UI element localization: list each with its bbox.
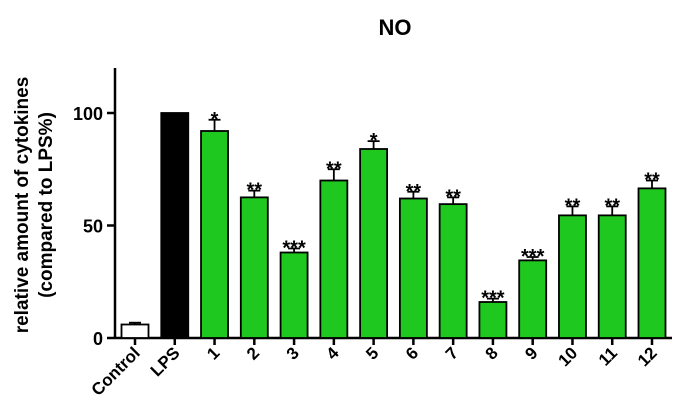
chart-title: NO bbox=[379, 15, 412, 40]
significance-label: ** bbox=[604, 195, 620, 217]
y-tick-label: 50 bbox=[83, 217, 103, 237]
x-tick-label: 4 bbox=[323, 343, 344, 364]
y-axis-label-line1: relative amount of cytokines bbox=[12, 77, 33, 334]
y-tick-label: 0 bbox=[93, 329, 103, 349]
x-tick-label: 12 bbox=[634, 343, 661, 370]
error-bars bbox=[129, 118, 658, 325]
bar-4 bbox=[319, 179, 349, 339]
bar-5 bbox=[359, 148, 389, 339]
significance-label: ** bbox=[445, 186, 461, 208]
bar-7 bbox=[438, 203, 468, 339]
bar-12 bbox=[637, 187, 667, 339]
y-tick-label: 100 bbox=[73, 104, 103, 124]
bar-10 bbox=[558, 214, 587, 339]
y-axis-label-line2: (compared to LPS%) bbox=[36, 112, 57, 298]
x-tick-label: Control bbox=[88, 343, 144, 399]
x-tick-label: 1 bbox=[203, 343, 223, 363]
x-tick-label: 11 bbox=[595, 343, 621, 369]
x-tick-label: 3 bbox=[283, 343, 303, 363]
bar-lps bbox=[160, 112, 190, 339]
x-tick-label: 5 bbox=[362, 343, 382, 363]
significance-label: *** bbox=[521, 246, 545, 268]
x-tick-label: LPS bbox=[147, 343, 184, 380]
bar-2 bbox=[239, 196, 269, 339]
x-tick-label: 6 bbox=[402, 343, 422, 363]
x-tick-labels: Control LPS 1 2 3 4 5 6 7 8 9 10 11 12 bbox=[88, 338, 661, 400]
x-tick-label: 2 bbox=[243, 343, 263, 363]
bar-6 bbox=[398, 197, 428, 339]
y-ticks: 0 50 100 bbox=[73, 104, 115, 349]
x-tick-label: 9 bbox=[521, 343, 541, 363]
significance-label: * bbox=[211, 109, 219, 131]
bar-11 bbox=[597, 214, 627, 339]
significance-label: ** bbox=[406, 181, 422, 203]
x-tick-label: 7 bbox=[442, 343, 462, 363]
bar-9 bbox=[518, 259, 548, 339]
significance-label: ** bbox=[247, 180, 263, 202]
significance-labels: *********** ********** **** bbox=[211, 109, 660, 310]
significance-label: ** bbox=[644, 170, 660, 192]
x-tick-label: 8 bbox=[482, 343, 502, 363]
bar-1 bbox=[200, 130, 229, 339]
bar-3 bbox=[279, 251, 309, 339]
significance-label: ** bbox=[326, 158, 342, 180]
significance-label: * bbox=[370, 130, 378, 152]
x-tick-label: 10 bbox=[554, 343, 581, 370]
significance-label: *** bbox=[481, 288, 505, 310]
significance-label: *** bbox=[282, 237, 306, 259]
significance-label: ** bbox=[565, 195, 581, 217]
bars bbox=[120, 112, 667, 339]
bar-control bbox=[120, 323, 150, 339]
